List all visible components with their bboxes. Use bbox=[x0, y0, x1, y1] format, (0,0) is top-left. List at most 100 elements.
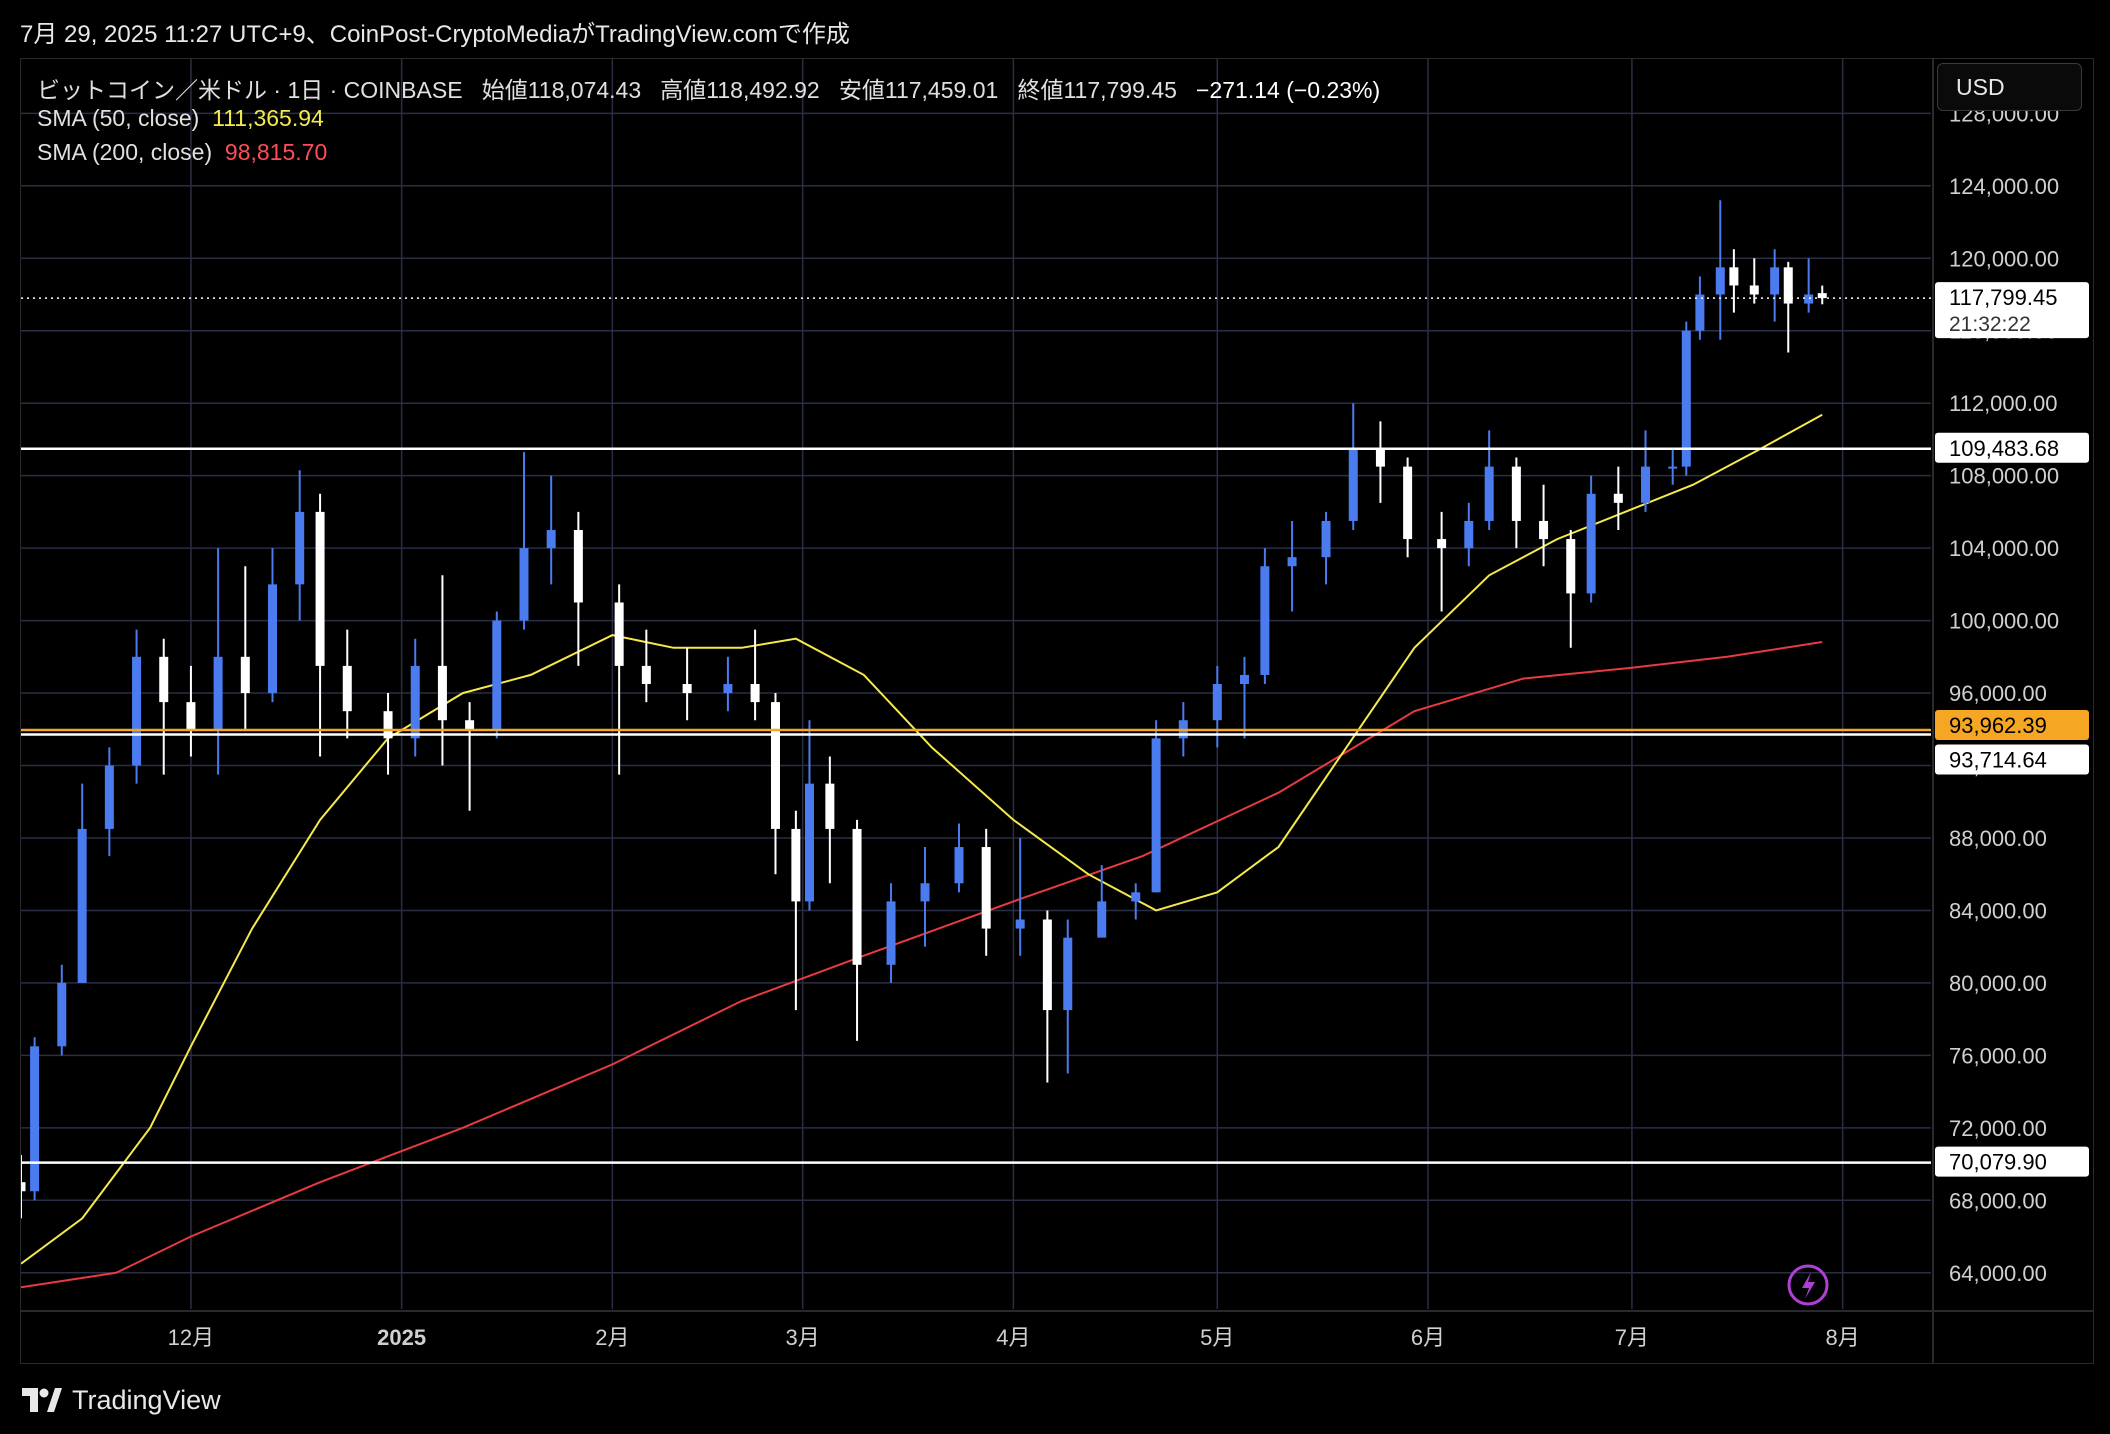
lightning-icon[interactable] bbox=[1787, 1264, 1829, 1306]
candle-body bbox=[641, 665, 651, 684]
candle-body bbox=[159, 656, 169, 703]
lightning-icon-ring bbox=[1787, 1264, 1829, 1306]
candle-body bbox=[1131, 892, 1141, 902]
level-label: 93,714.64 bbox=[1949, 747, 2047, 772]
y-tick-label: 112,000.00 bbox=[1949, 391, 2057, 416]
x-tick-label: 7月 bbox=[1615, 1325, 1649, 1350]
countdown-label: 21:32:22 bbox=[1949, 313, 2031, 336]
sma50-value: 111,365.94 bbox=[212, 105, 324, 131]
candle-body bbox=[852, 828, 862, 965]
level-label: 93,962.39 bbox=[1949, 713, 2047, 738]
y-tick-label: 100,000.00 bbox=[1949, 609, 2059, 634]
x-tick-label: 6月 bbox=[1411, 1325, 1445, 1350]
sma200-legend[interactable]: SMA (200, close) 98,815.70 bbox=[37, 139, 327, 166]
price-chart[interactable]: 128,000.00124,000.00120,000.00116,000.00… bbox=[21, 59, 2093, 1363]
candle-body bbox=[132, 656, 142, 766]
x-tick-label: 12月 bbox=[168, 1325, 214, 1350]
open-label: 始値 bbox=[481, 77, 528, 103]
level-label-box bbox=[1935, 744, 2089, 775]
y-tick-label: 72,000.00 bbox=[1949, 1116, 2047, 1141]
candle-body bbox=[804, 783, 814, 902]
candle-body bbox=[1464, 520, 1474, 549]
candle-body bbox=[1613, 493, 1623, 503]
sma50-label: SMA (50, close) bbox=[37, 105, 200, 131]
currency-button[interactable]: USD bbox=[1937, 63, 2082, 111]
candle-body bbox=[1212, 684, 1222, 721]
level-label-box bbox=[1935, 1146, 2089, 1177]
candle-body bbox=[573, 530, 583, 603]
candle-body bbox=[1817, 293, 1827, 299]
candle-body bbox=[437, 665, 447, 721]
candle-body bbox=[1151, 738, 1161, 893]
level-label-box bbox=[1935, 432, 2089, 463]
candle-body bbox=[791, 828, 801, 902]
open-value: 118,074.43 bbox=[527, 77, 642, 103]
chart-frame[interactable]: 128,000.00124,000.00120,000.00116,000.00… bbox=[20, 58, 2094, 1364]
candle-body bbox=[213, 656, 223, 730]
y-tick-label: 88,000.00 bbox=[1949, 826, 2047, 851]
candle-body bbox=[1042, 919, 1052, 1011]
level-label: 70,079.90 bbox=[1949, 1150, 2047, 1175]
candle-body bbox=[77, 828, 87, 983]
candle-body bbox=[1539, 520, 1549, 540]
candle-body bbox=[1239, 674, 1249, 684]
x-tick-label: 2月 bbox=[595, 1325, 629, 1350]
candle-body bbox=[1437, 539, 1447, 549]
y-tick-label: 84,000.00 bbox=[1949, 898, 2047, 923]
x-tick-label: 3月 bbox=[786, 1325, 820, 1350]
candle-body bbox=[342, 665, 352, 712]
lightning-icon-bolt bbox=[1802, 1272, 1815, 1299]
candle-body bbox=[1260, 566, 1270, 675]
candle-body bbox=[1375, 448, 1385, 467]
close-label: 終値 bbox=[1017, 77, 1064, 103]
candle-body bbox=[1681, 330, 1691, 467]
high-label: 高値 bbox=[660, 77, 707, 103]
low-label: 安値 bbox=[838, 77, 885, 103]
candle-body bbox=[920, 883, 930, 902]
candle-body bbox=[383, 711, 393, 739]
sma50-legend[interactable]: SMA (50, close) 111,365.94 bbox=[37, 105, 324, 132]
candle-body bbox=[886, 901, 896, 965]
level-label-box bbox=[1935, 709, 2089, 740]
candle-body bbox=[240, 656, 250, 694]
candle-body bbox=[492, 620, 502, 730]
x-tick-label: 5月 bbox=[1200, 1325, 1234, 1350]
candle-body bbox=[1063, 937, 1073, 1011]
candle-body bbox=[315, 511, 325, 666]
chart-caption: 7月 29, 2025 11:27 UTC+9、CoinPost-CryptoM… bbox=[20, 21, 850, 48]
candle-body bbox=[1770, 267, 1780, 295]
candle-body bbox=[682, 684, 692, 694]
y-tick-label: 120,000.00 bbox=[1949, 246, 2059, 271]
candle-body bbox=[30, 1046, 40, 1192]
y-tick-label: 96,000.00 bbox=[1949, 681, 2047, 706]
candle-body bbox=[750, 684, 760, 703]
sma200-label: SMA (200, close) bbox=[37, 139, 213, 165]
candle-body bbox=[546, 530, 556, 549]
candle-body bbox=[1668, 466, 1678, 469]
footer: TradingView bbox=[22, 1382, 221, 1418]
change-value: −271.14 (−0.23%) bbox=[1196, 77, 1381, 103]
x-tick-label: 2025 bbox=[377, 1325, 426, 1350]
candle-body bbox=[723, 684, 733, 694]
tradingview-logo-icon bbox=[22, 1388, 62, 1412]
candle-body bbox=[1348, 448, 1358, 521]
candle-body bbox=[1715, 267, 1725, 295]
candle-body bbox=[1287, 557, 1297, 567]
candle-body bbox=[1783, 267, 1793, 304]
candle-body bbox=[1695, 294, 1705, 331]
candle-body bbox=[614, 602, 624, 666]
level-label: 109,483.68 bbox=[1949, 436, 2059, 461]
y-tick-label: 76,000.00 bbox=[1949, 1043, 2047, 1068]
candle-body bbox=[1511, 466, 1521, 521]
candle-body bbox=[1015, 919, 1025, 929]
y-tick-label: 104,000.00 bbox=[1949, 536, 2059, 561]
candle-body bbox=[1321, 520, 1331, 558]
header-bar: 7月 29, 2025 11:27 UTC+9、CoinPost-CryptoM… bbox=[0, 0, 2110, 58]
x-tick-label: 8月 bbox=[1826, 1325, 1860, 1350]
y-tick-label: 108,000.00 bbox=[1949, 464, 2059, 489]
high-value: 118,492.92 bbox=[706, 77, 820, 103]
candle-body bbox=[1804, 294, 1814, 304]
candle-body bbox=[825, 783, 835, 829]
sma200-line bbox=[21, 641, 1823, 1289]
y-tick-label: 64,000.00 bbox=[1949, 1261, 2047, 1286]
